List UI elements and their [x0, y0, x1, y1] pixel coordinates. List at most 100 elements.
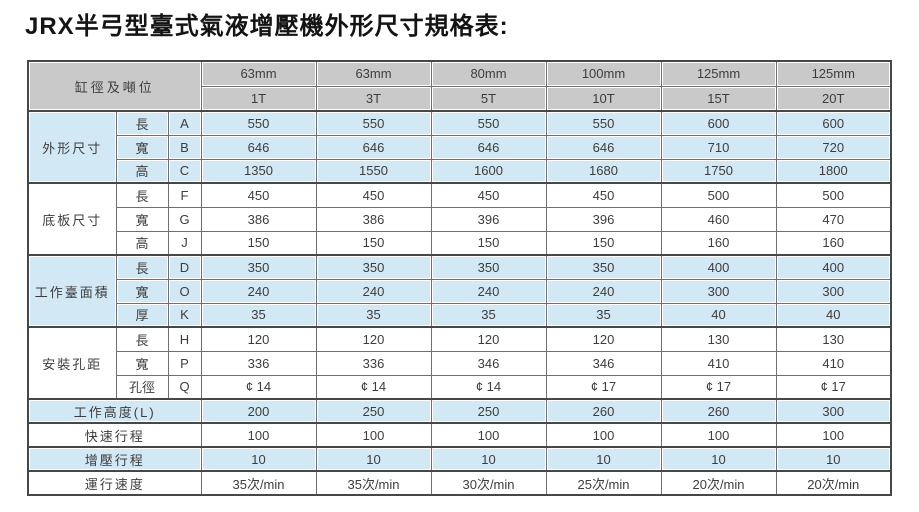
dim-label-cell: 寬: [115, 278, 169, 304]
value-cell: 1600: [430, 158, 547, 184]
value-cell: 150: [430, 230, 547, 256]
group-label-cell: 底板尺寸: [27, 182, 117, 256]
value-cell: 460: [660, 206, 777, 232]
group-label-cell: 外形尺寸: [27, 110, 117, 184]
value-cell: 35: [200, 302, 317, 328]
table-row: 孔徑 Q ¢ 14 ¢ 14 ¢ 14 ¢ 17 ¢ 17 ¢ 17: [28, 374, 892, 400]
value-cell: 150: [545, 230, 662, 256]
value-cell: 450: [315, 182, 432, 208]
code-cell: Q: [167, 374, 202, 400]
table-row: 運行速度 35次/min 35次/min 30次/min 25次/min 20次/min 2…: [27, 470, 892, 496]
value-cell: 410: [775, 350, 892, 376]
value-cell: ¢ 17: [660, 374, 777, 400]
code-cell: F: [167, 182, 202, 208]
summary-label-cell: 快速行程: [27, 422, 202, 448]
value-cell: 35: [430, 302, 547, 328]
dim-label-cell: 長: [115, 326, 169, 352]
tonnage-header-cell: 20T: [775, 85, 892, 112]
summary-value-cell: 20次/min: [775, 470, 892, 496]
summary-value-cell: 300: [775, 398, 892, 424]
value-cell: 240: [200, 278, 317, 304]
value-cell: 120: [315, 326, 432, 352]
value-cell: 40: [660, 302, 777, 328]
value-cell: 396: [545, 206, 662, 232]
value-cell: 350: [430, 254, 547, 280]
code-cell: B: [167, 134, 202, 160]
page-title: JRX半弓型臺式氣液增壓機外形尺寸規格表:: [25, 13, 509, 40]
tonnage-header-cell: 5T: [430, 85, 547, 112]
summary-value-cell: 100: [315, 422, 432, 448]
value-cell: 410: [660, 350, 777, 376]
summary-value-cell: 100: [660, 422, 777, 448]
bore-header-cell: 125mm: [660, 60, 777, 87]
value-cell: 350: [315, 254, 432, 280]
tonnage-header-cell: 10T: [545, 85, 662, 112]
dim-label-cell: 寬: [115, 350, 169, 376]
table-row: 快速行程 100 100 100 100 100 100: [27, 422, 892, 448]
value-cell: 646: [430, 134, 547, 160]
code-cell: C: [167, 158, 202, 184]
code-cell: A: [167, 110, 202, 136]
value-cell: 150: [200, 230, 317, 256]
value-cell: 550: [200, 110, 317, 136]
code-cell: J: [167, 230, 202, 256]
summary-value-cell: 250: [430, 398, 547, 424]
value-cell: 1750: [660, 158, 777, 184]
summary-value-cell: 10: [545, 446, 662, 472]
summary-value-cell: 100: [545, 422, 662, 448]
value-cell: 346: [430, 350, 547, 376]
bore-header-cell: 100mm: [545, 60, 662, 87]
summary-value-cell: 200: [200, 398, 317, 424]
table-row: 厚 K 35 35 35 35 40 40: [28, 302, 892, 328]
value-cell: 550: [315, 110, 432, 136]
summary-label-cell: 運行速度: [27, 470, 202, 496]
value-cell: 120: [545, 326, 662, 352]
group-label-cell: 工作臺面積: [27, 254, 117, 328]
bore-header-cell: 63mm: [200, 60, 317, 87]
group-label-cell: 安裝孔距: [27, 326, 117, 400]
value-cell: 1800: [775, 158, 892, 184]
corner-header-cell: 缸徑及噸位: [27, 60, 202, 112]
value-cell: 160: [775, 230, 892, 256]
summary-value-cell: 100: [200, 422, 317, 448]
value-cell: 710: [660, 134, 777, 160]
code-cell: H: [167, 326, 202, 352]
value-cell: 120: [200, 326, 317, 352]
value-cell: 500: [775, 182, 892, 208]
value-cell: 400: [775, 254, 892, 280]
value-cell: 150: [315, 230, 432, 256]
table-row: 寬 P 336 336 346 346 410 410: [28, 350, 892, 376]
summary-value-cell: 20次/min: [660, 470, 777, 496]
value-cell: 240: [315, 278, 432, 304]
value-cell: 386: [315, 206, 432, 232]
value-cell: 550: [545, 110, 662, 136]
dim-label-cell: 高: [115, 230, 169, 256]
value-cell: 130: [660, 326, 777, 352]
value-cell: ¢ 14: [200, 374, 317, 400]
bore-header-cell: 125mm: [775, 60, 892, 87]
value-cell: 550: [430, 110, 547, 136]
summary-value-cell: 10: [315, 446, 432, 472]
value-cell: 160: [660, 230, 777, 256]
value-cell: 240: [430, 278, 547, 304]
summary-value-cell: 25次/min: [545, 470, 662, 496]
value-cell: 120: [430, 326, 547, 352]
summary-value-cell: 35次/min: [200, 470, 317, 496]
value-cell: 396: [430, 206, 547, 232]
value-cell: 450: [430, 182, 547, 208]
value-cell: 646: [315, 134, 432, 160]
value-cell: 386: [200, 206, 317, 232]
value-cell: 336: [315, 350, 432, 376]
code-cell: D: [167, 254, 202, 280]
value-cell: 600: [775, 110, 892, 136]
value-cell: 346: [545, 350, 662, 376]
summary-value-cell: 100: [430, 422, 547, 448]
summary-value-cell: 100: [775, 422, 892, 448]
table-row: 安裝孔距長 H 120 120 120 120 130 130: [27, 326, 892, 400]
summary-value-cell: 260: [660, 398, 777, 424]
summary-value-cell: 10: [660, 446, 777, 472]
value-cell: 1350: [200, 158, 317, 184]
dim-label-cell: 孔徑: [115, 374, 169, 400]
summary-value-cell: 250: [315, 398, 432, 424]
value-cell: 450: [545, 182, 662, 208]
